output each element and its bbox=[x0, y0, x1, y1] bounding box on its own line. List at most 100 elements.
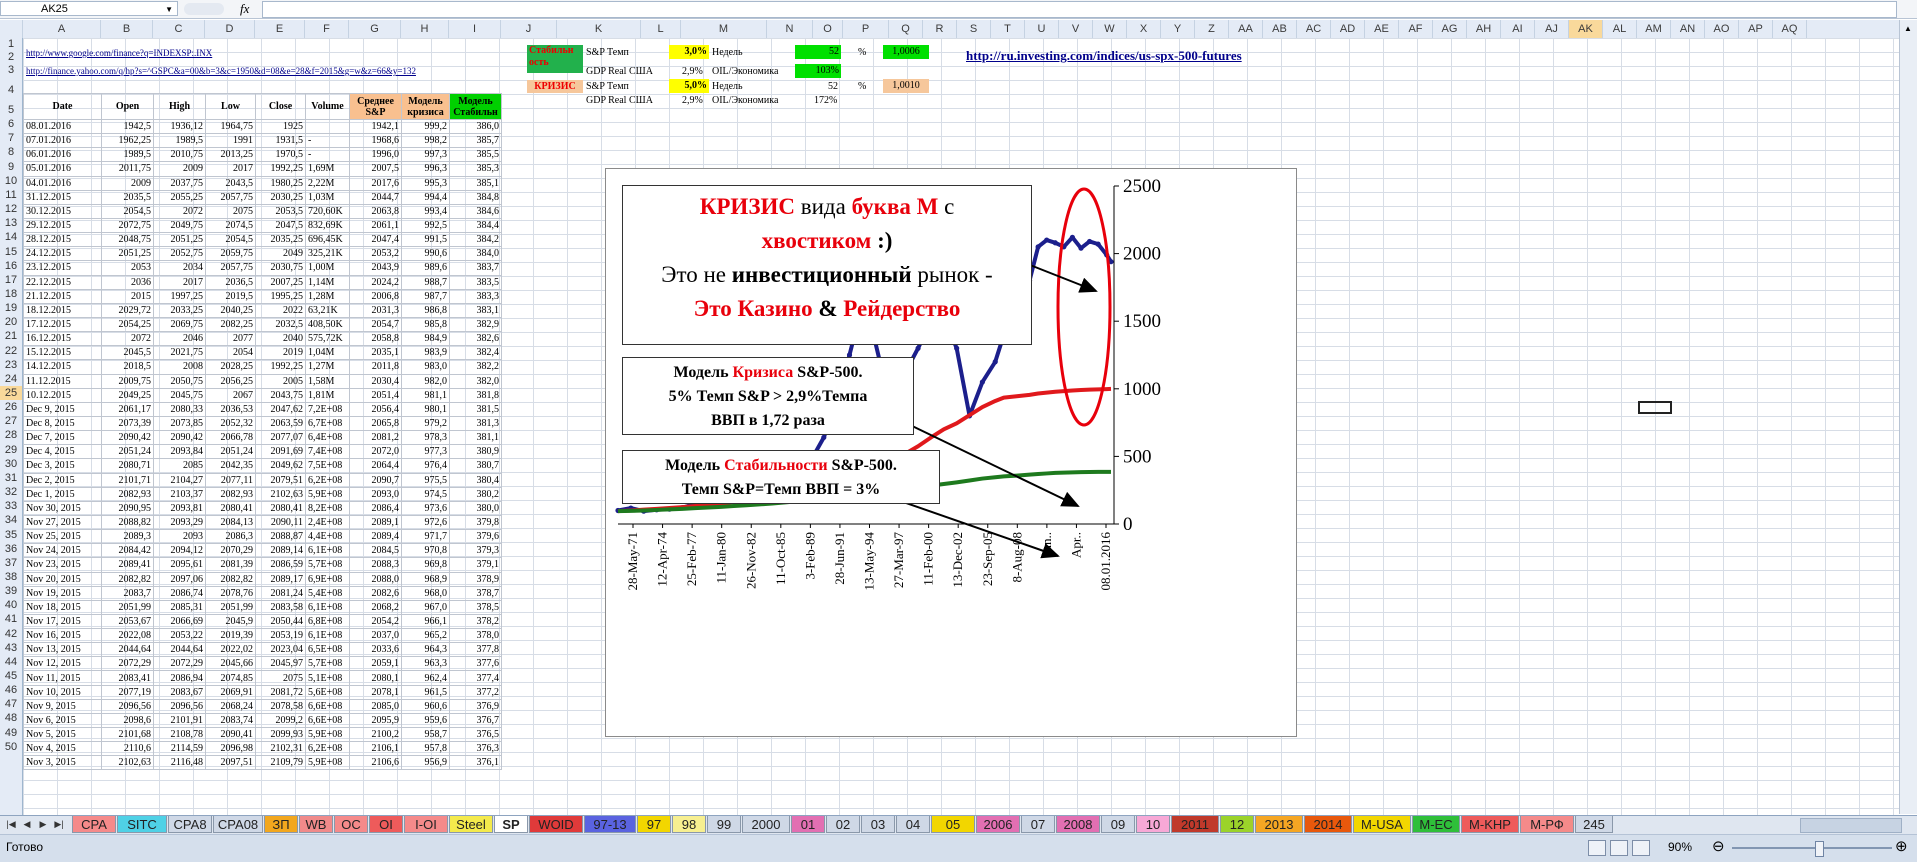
row-header[interactable]: 9 bbox=[7, 160, 15, 173]
row-header[interactable]: 20 bbox=[4, 316, 18, 329]
table-cell[interactable]: 961,5 bbox=[401, 684, 450, 700]
table-cell[interactable]: 6,1E+08 bbox=[305, 599, 350, 615]
table-cell[interactable]: 1,58M bbox=[305, 373, 350, 389]
table-cell[interactable]: 1992,25 bbox=[255, 161, 306, 177]
table-cell[interactable]: 2035,1 bbox=[349, 345, 402, 361]
table-cell[interactable]: 2032,5 bbox=[255, 316, 306, 333]
sheet-tab[interactable]: 04 bbox=[896, 816, 930, 833]
table-cell[interactable]: 2065,8 bbox=[349, 415, 402, 432]
table-cell[interactable]: 378,5 bbox=[449, 599, 502, 615]
table-cell[interactable]: 2089,14 bbox=[255, 543, 306, 559]
column-header[interactable]: AB bbox=[1263, 20, 1297, 38]
row-header[interactable]: 45 bbox=[4, 670, 18, 682]
table-cell[interactable]: Nov 17, 2015 bbox=[23, 613, 102, 630]
table-cell[interactable]: 1,81M bbox=[305, 387, 350, 403]
table-cell[interactable]: 2030,25 bbox=[255, 189, 306, 205]
table-cell[interactable]: 2022,08 bbox=[101, 628, 154, 644]
table-cell[interactable]: 982,0 bbox=[401, 373, 450, 389]
row-header[interactable]: 33 bbox=[4, 500, 18, 513]
table-cell[interactable]: 1997,25 bbox=[153, 288, 206, 304]
table-cell[interactable]: 2096,56 bbox=[101, 698, 154, 714]
sheet-tab[interactable]: M-EC bbox=[1412, 816, 1460, 833]
table-cell[interactable]: 989,6 bbox=[401, 260, 450, 276]
table-cell[interactable]: Nov 5, 2015 bbox=[23, 727, 102, 743]
table-cell[interactable]: 384,0 bbox=[449, 246, 502, 262]
row-header[interactable]: 18 bbox=[4, 287, 18, 300]
table-cell[interactable]: 2069,91 bbox=[205, 684, 256, 700]
table-cell[interactable]: 2082,82 bbox=[101, 571, 154, 587]
table-cell[interactable]: 2053,67 bbox=[101, 613, 154, 630]
table-cell[interactable]: 1996,0 bbox=[349, 147, 402, 163]
table-cell[interactable]: Dec 4, 2015 bbox=[23, 444, 102, 460]
row-header[interactable]: 4 bbox=[7, 84, 15, 96]
column-header[interactable]: R bbox=[923, 20, 957, 38]
table-cell[interactable]: 2088,82 bbox=[101, 514, 154, 531]
column-header[interactable]: C bbox=[153, 20, 205, 38]
table-cell[interactable]: 2095,61 bbox=[153, 557, 206, 573]
table-cell[interactable]: 325,21K bbox=[305, 246, 350, 262]
table-cell[interactable]: 1992,25 bbox=[255, 359, 306, 375]
table-cell[interactable]: 720,60K bbox=[305, 203, 350, 219]
table-cell[interactable]: 983,0 bbox=[401, 359, 450, 375]
table-cell[interactable]: 2051,24 bbox=[205, 444, 256, 460]
table-cell[interactable]: Nov 6, 2015 bbox=[23, 712, 102, 729]
table-cell[interactable]: 2072,75 bbox=[101, 217, 154, 234]
row-header[interactable]: 39 bbox=[4, 585, 18, 598]
table-cell[interactable]: 383,1 bbox=[449, 302, 502, 318]
table-cell[interactable]: 1931,5 bbox=[255, 133, 306, 149]
row-header[interactable]: 8 bbox=[7, 146, 15, 159]
row-header[interactable]: 41 bbox=[4, 613, 18, 626]
table-cell[interactable]: 2045,5 bbox=[101, 345, 154, 361]
sheet-tab[interactable]: ОI bbox=[369, 816, 403, 833]
table-cell[interactable]: 8,2E+08 bbox=[305, 500, 350, 516]
table-cell[interactable]: 378,2 bbox=[449, 613, 502, 630]
vertical-scrollbar[interactable]: ▲ bbox=[1899, 20, 1917, 814]
table-cell[interactable]: 2072,0 bbox=[349, 444, 402, 460]
table-cell[interactable]: 07.01.2016 bbox=[23, 133, 102, 149]
table-cell[interactable]: 2089,41 bbox=[101, 557, 154, 573]
column-header[interactable]: P bbox=[843, 20, 889, 38]
table-cell[interactable]: 2051,99 bbox=[101, 599, 154, 615]
sheet-tab[interactable]: 02 bbox=[826, 816, 860, 833]
table-cell[interactable]: - bbox=[305, 147, 350, 163]
sheet-tab[interactable]: WB bbox=[299, 816, 333, 833]
zoom-level[interactable]: 90% bbox=[1668, 840, 1693, 854]
sheet-tab[interactable]: СРА bbox=[72, 816, 116, 833]
column-header[interactable]: AA bbox=[1229, 20, 1263, 38]
table-cell[interactable]: 991,5 bbox=[401, 232, 450, 248]
table-cell[interactable]: 2090,42 bbox=[153, 430, 206, 446]
table-cell[interactable]: Nov 24, 2015 bbox=[23, 543, 102, 559]
table-cell[interactable]: 2088,3 bbox=[349, 557, 402, 573]
table-cell[interactable]: 2008 bbox=[153, 359, 206, 375]
formula-resize-handle[interactable] bbox=[184, 3, 224, 15]
table-cell[interactable]: 380,2 bbox=[449, 486, 502, 502]
row-header[interactable]: 3 bbox=[7, 64, 15, 76]
table-cell[interactable]: 5,1E+08 bbox=[305, 670, 350, 686]
table-cell[interactable]: 994,4 bbox=[401, 189, 450, 205]
table-cell[interactable]: 1,03M bbox=[305, 189, 350, 205]
table-cell[interactable]: 958,7 bbox=[401, 727, 450, 743]
sheet-tab[interactable]: СРА8 bbox=[168, 816, 212, 833]
table-cell[interactable]: 2066,78 bbox=[205, 430, 256, 446]
table-cell[interactable]: 2043,75 bbox=[255, 387, 306, 403]
table-cell[interactable]: Nov 20, 2015 bbox=[23, 571, 102, 587]
sheet-tab[interactable]: I-OI bbox=[404, 816, 448, 833]
table-cell[interactable]: 2083,67 bbox=[153, 684, 206, 700]
table-cell[interactable]: 2031,3 bbox=[349, 302, 402, 318]
table-cell[interactable]: 6,2E+08 bbox=[305, 472, 350, 488]
table-cell[interactable]: 6,7E+08 bbox=[305, 415, 350, 432]
table-cell[interactable]: 2045,66 bbox=[205, 656, 256, 672]
row-header[interactable]: 47 bbox=[4, 698, 18, 711]
table-cell[interactable]: 2074,85 bbox=[205, 670, 256, 686]
table-cell[interactable]: 2090,95 bbox=[101, 500, 154, 516]
table-cell[interactable]: 08.01.2016 bbox=[23, 118, 102, 135]
table-cell[interactable]: 23.12.2015 bbox=[23, 260, 102, 276]
table-cell[interactable]: 380,0 bbox=[449, 500, 502, 516]
table-cell[interactable]: 2009,75 bbox=[101, 373, 154, 389]
next-sheet-icon[interactable]: ▶ bbox=[39, 819, 47, 829]
row-header[interactable]: 49 bbox=[4, 726, 18, 739]
table-cell[interactable]: 962,4 bbox=[401, 670, 450, 686]
table-cell[interactable]: 696,45K bbox=[305, 232, 350, 248]
table-cell[interactable]: 24.12.2015 bbox=[23, 246, 102, 262]
sheet-tab[interactable]: 2011 bbox=[1171, 816, 1219, 833]
